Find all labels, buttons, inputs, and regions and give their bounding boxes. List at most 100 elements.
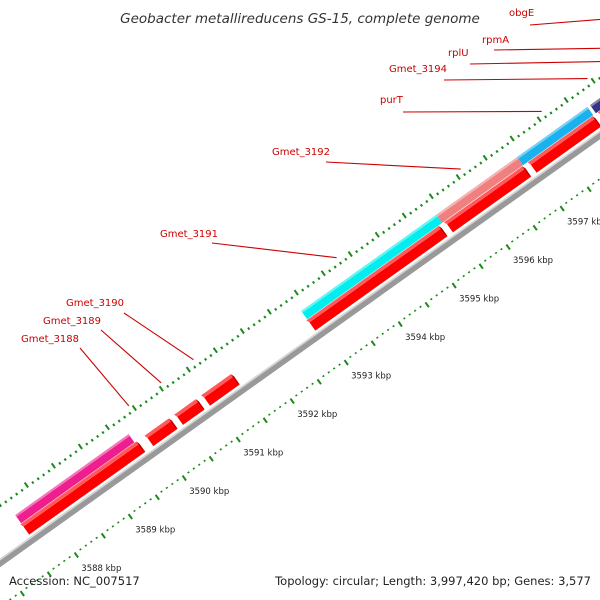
kbp-label: 3588 kbp: [81, 564, 121, 574]
inner-tick: [187, 471, 190, 474]
outer-tick: [31, 481, 35, 485]
inner-tick: [591, 182, 595, 185]
outer-tick: [382, 230, 386, 234]
inner-tick-major: [505, 244, 511, 251]
outer-tick: [274, 307, 278, 311]
outer-tick: [101, 430, 105, 435]
outer-tick: [42, 473, 46, 477]
outer-tick: [230, 338, 235, 342]
inner-tick: [575, 194, 579, 197]
inner-tick: [435, 294, 438, 297]
outer-tick-major: [131, 405, 137, 412]
outer-tick-major: [293, 289, 299, 296]
inner-tick-major: [262, 417, 268, 424]
outer-tick: [549, 111, 553, 115]
inner-tick: [214, 451, 217, 455]
outer-tick: [371, 238, 375, 242]
inner-tick-major: [478, 263, 484, 270]
label-leader-lines: [79, 18, 600, 407]
cds-arrow: [447, 168, 532, 233]
kbp-label: 3590 kbp: [189, 487, 229, 497]
outer-tick: [139, 404, 143, 408]
outer-tick: [436, 192, 440, 196]
inner-tick: [581, 190, 584, 193]
outer-tick: [4, 500, 8, 504]
kbp-label: 3594 kbp: [405, 333, 445, 343]
outer-tick: [495, 149, 499, 154]
outer-tick: [198, 361, 202, 365]
outer-tick: [344, 257, 348, 261]
outer-tick: [220, 346, 224, 350]
inner-tick-major: [181, 475, 187, 482]
outer-tick: [506, 142, 510, 146]
inner-tick-major: [370, 340, 376, 347]
outer-tick-major: [212, 347, 218, 354]
outer-tick-major: [104, 424, 110, 431]
kbp-label: 3591 kbp: [243, 449, 283, 459]
outer-tick: [112, 423, 116, 427]
outer-tick: [522, 130, 526, 134]
inner-tick: [197, 463, 201, 467]
outer-tick: [123, 415, 127, 419]
cds-arrow: [309, 228, 448, 331]
cds-arrow-end: [438, 226, 448, 237]
cds-arrow-end: [522, 166, 532, 177]
inner-tick: [349, 355, 352, 359]
cds-arrow-end: [230, 374, 240, 385]
inner-tick: [392, 324, 395, 328]
inner-tick: [278, 405, 282, 409]
outer-tick: [176, 377, 181, 381]
inner-tick: [219, 448, 223, 451]
inner-tick: [300, 390, 304, 393]
outer-tick: [500, 146, 504, 150]
inner-tick: [527, 228, 530, 232]
feature-track: [15, 98, 600, 524]
genome-summary: Topology: circular; Length: 3,997,420 bp…: [274, 574, 591, 588]
inner-tick: [327, 371, 331, 374]
outer-tick-major: [185, 366, 191, 373]
outer-tick: [20, 488, 24, 492]
outer-tick: [171, 380, 175, 385]
outer-tick: [468, 169, 472, 173]
inner-tick: [122, 517, 125, 520]
outer-tick: [425, 199, 429, 204]
cds-arrow-end: [136, 441, 146, 452]
outer-tick: [409, 211, 413, 215]
inner-tick: [106, 528, 109, 532]
inner-tick: [322, 374, 325, 378]
cds-arrow-top: [144, 418, 172, 438]
leader-line: [402, 110, 542, 113]
inner-tick: [138, 505, 142, 509]
outer-tick: [473, 165, 477, 169]
inner-tick: [176, 478, 179, 482]
inner-tick: [548, 213, 552, 216]
feature-box-highlight: [436, 157, 519, 217]
outer-tick-major: [158, 385, 164, 392]
outer-tick-major: [509, 135, 515, 142]
inner-tick: [251, 424, 255, 428]
inner-tick-major: [559, 205, 565, 212]
outer-tick: [533, 122, 537, 127]
inner-tick: [376, 336, 379, 339]
inner-tick: [570, 197, 573, 201]
inner-tick: [403, 317, 406, 320]
inner-tick: [446, 286, 449, 289]
inner-tick: [413, 309, 417, 313]
inner-tick: [440, 290, 444, 293]
inner-tick: [116, 521, 120, 524]
inner-tick-major: [397, 321, 403, 328]
inner-tick-major: [73, 552, 79, 559]
leader-line: [325, 161, 461, 170]
kbp-label: 3593 kbp: [351, 372, 391, 382]
outer-tick: [284, 300, 289, 304]
feature-box-highlight: [590, 98, 600, 107]
cds-arrow: [204, 376, 240, 406]
outer-tick: [311, 280, 316, 284]
outer-tick-major: [23, 482, 29, 489]
leader-line: [100, 329, 162, 384]
cds-arrow-top: [597, 110, 600, 114]
outer-tick: [446, 184, 451, 188]
feature-box-highlight: [517, 107, 589, 159]
outer-tick: [490, 153, 494, 157]
